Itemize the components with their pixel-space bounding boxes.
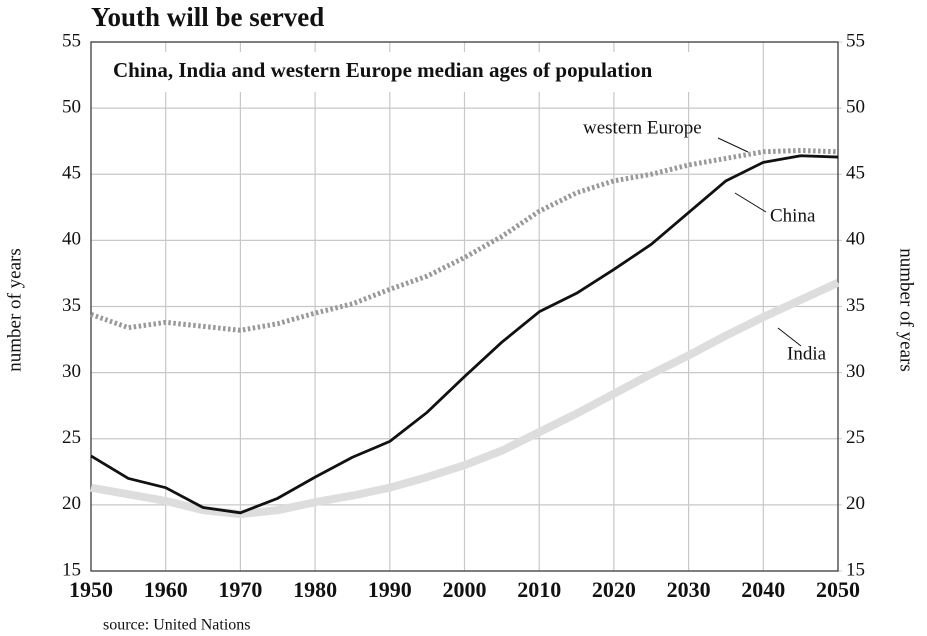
y2-tick-label: 40 [846,229,865,250]
subtitle: China, India and western Europe median a… [113,58,653,82]
plot-frame [90,41,839,572]
y2-tick-label: 50 [846,96,865,117]
y-tick-label: 45 [62,163,81,184]
y-tick-label: 15 [62,559,81,580]
x-tick-label: 1950 [69,577,113,602]
leader-line [717,137,749,153]
y2-tick-label: 35 [846,295,865,316]
series-line [90,154,839,515]
series-line [90,147,839,333]
chart-title: Youth will be served [91,2,324,32]
x-tick-label: 1990 [368,577,412,602]
y2-axis-label: number of years [896,248,917,371]
y-tick-label: 55 [62,30,81,51]
y2-tick-label: 55 [846,30,865,51]
series-label: western Europe [583,117,702,138]
leader-line [734,192,767,213]
series-label: India [787,343,827,364]
x-tick-label: 2010 [517,577,561,602]
y2-tick-label: 15 [846,559,865,580]
y-tick-label: 40 [62,229,81,250]
subtitle-box [101,52,761,92]
leader-line [777,327,802,347]
y2-tick-label: 30 [846,361,865,382]
y2-tick-label: 20 [846,493,865,514]
y-axis-label: number of years [4,248,25,371]
x-tick-label: 2050 [816,577,860,602]
series-line [90,279,840,519]
x-tick-label: 2030 [667,577,711,602]
source: source: United Nations [103,617,251,634]
x-tick-label: 1960 [144,577,188,602]
y-tick-label: 25 [62,427,81,448]
y-tick-label: 20 [62,493,81,514]
y-tick-label: 50 [62,96,81,117]
x-tick-label: 1980 [293,577,337,602]
x-tick-label: 1970 [218,577,262,602]
y-tick-label: 35 [62,295,81,316]
y2-tick-label: 45 [846,163,865,184]
y-tick-label: 30 [62,361,81,382]
x-tick-label: 2020 [592,577,636,602]
x-tick-label: 2000 [443,577,487,602]
x-tick-label: 2040 [741,577,785,602]
y2-tick-label: 25 [846,427,865,448]
series-label: China [770,205,816,226]
